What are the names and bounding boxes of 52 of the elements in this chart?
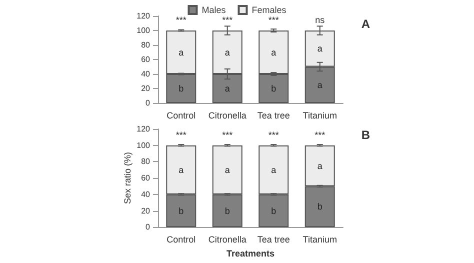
x-tick-label: Control xyxy=(166,234,196,245)
y-tick-label: 120 xyxy=(136,12,151,20)
data-label: a xyxy=(317,80,322,90)
annotation: *** xyxy=(176,130,187,140)
x-tick-label: Citronella xyxy=(208,110,246,120)
annotation: *** xyxy=(176,15,187,25)
legend-label: Females xyxy=(252,5,287,15)
x-tick-label: Titanium xyxy=(302,234,337,245)
annotation: *** xyxy=(314,130,326,140)
data-label: a xyxy=(178,47,184,58)
annotation: *** xyxy=(268,15,280,25)
data-label: a xyxy=(224,47,230,58)
y-tick-label: 100 xyxy=(136,26,151,35)
data-label: a xyxy=(271,164,276,175)
data-label: a xyxy=(317,160,322,171)
data-label: b xyxy=(224,206,230,216)
y-tick-label: 60 xyxy=(141,174,151,183)
x-tick-label: Titanium xyxy=(302,110,337,120)
data-label: a xyxy=(271,47,276,58)
y-axis-title: Sex ratio (%) xyxy=(122,152,132,204)
data-label: b xyxy=(271,206,276,216)
x-axis-title: Treatments xyxy=(226,248,275,258)
y-tick-label: 80 xyxy=(141,157,151,166)
y-tick-label: 60 xyxy=(141,55,151,64)
data-label: a xyxy=(224,164,230,175)
y-tick-label: 100 xyxy=(136,140,151,150)
legend-label: Males xyxy=(202,5,226,15)
y-tick-label: 120 xyxy=(136,124,151,134)
y-tick-label: 80 xyxy=(141,40,151,50)
data-label: b xyxy=(271,84,276,94)
y-tick-label: 40 xyxy=(141,190,151,199)
data-label: a xyxy=(317,44,322,54)
data-label: b xyxy=(178,206,184,216)
y-tick-label: 0 xyxy=(146,98,151,108)
annotation: *** xyxy=(268,130,280,140)
annotation: *** xyxy=(222,15,234,25)
y-tick-label: 0 xyxy=(146,222,151,232)
x-tick-label: Tea tree xyxy=(257,110,290,120)
y-tick-label: 20 xyxy=(141,206,151,216)
annotation: ns xyxy=(315,15,326,25)
x-tick-label: Control xyxy=(166,110,196,120)
annotation: *** xyxy=(222,130,234,140)
y-tick-label: 40 xyxy=(141,70,151,78)
data-label: b xyxy=(317,202,322,212)
text: B xyxy=(361,128,370,142)
y-tick-label: 20 xyxy=(141,84,151,93)
data-label: a xyxy=(224,84,230,94)
x-tick-label: Citronella xyxy=(208,234,246,245)
x-tick-label: Tea tree xyxy=(257,234,290,245)
text: A xyxy=(361,17,370,31)
data-label: b xyxy=(178,84,184,94)
data-label: a xyxy=(178,164,184,175)
